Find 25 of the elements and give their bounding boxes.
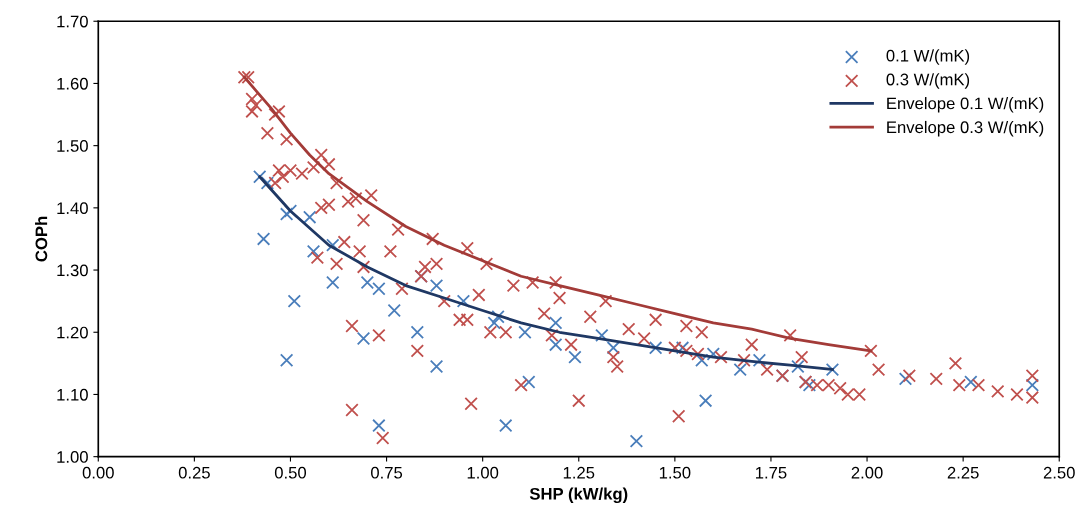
x-tick-label: 0.00 [82, 466, 114, 479]
y-tick-label: 1.50 [57, 140, 88, 152]
legend-label: 0.3 W/(mK) [886, 73, 970, 89]
x-tick-label: 1.00 [467, 466, 499, 479]
x-tick-label: 0.50 [274, 466, 307, 479]
legend-label: Envelope 0.1 W/(mK) [887, 97, 1044, 113]
y-tick-label: 1.60 [57, 77, 88, 90]
x-tick-label: 0.25 [178, 466, 210, 479]
x-tick-label: 2.00 [851, 466, 883, 479]
x-tick-label: 2.25 [947, 466, 979, 479]
y-tick-label: 1.10 [57, 388, 88, 401]
y-axis-title: COPh [35, 216, 48, 262]
legend-label: 0.1 W/(mK) [886, 49, 970, 65]
y-tick-label: 1.70 [57, 15, 88, 28]
y-tick-label: 1.40 [57, 202, 88, 215]
y-tick-label: 1.20 [57, 326, 88, 339]
x-tick-label: 1.50 [659, 466, 691, 479]
x-tick-label: 0.75 [371, 466, 403, 479]
x-tick-label: 2.50 [1043, 466, 1075, 479]
y-tick-label: 1.00 [57, 451, 88, 463]
y-tick-label: 1.30 [57, 264, 88, 277]
legend-label: Envelope 0.3 W/(mK) [887, 120, 1044, 137]
x-tick-label: 1.25 [563, 466, 595, 479]
x-tick-label: 1.75 [756, 466, 787, 479]
x-axis-title: SHP (kW/kg) [529, 487, 628, 504]
